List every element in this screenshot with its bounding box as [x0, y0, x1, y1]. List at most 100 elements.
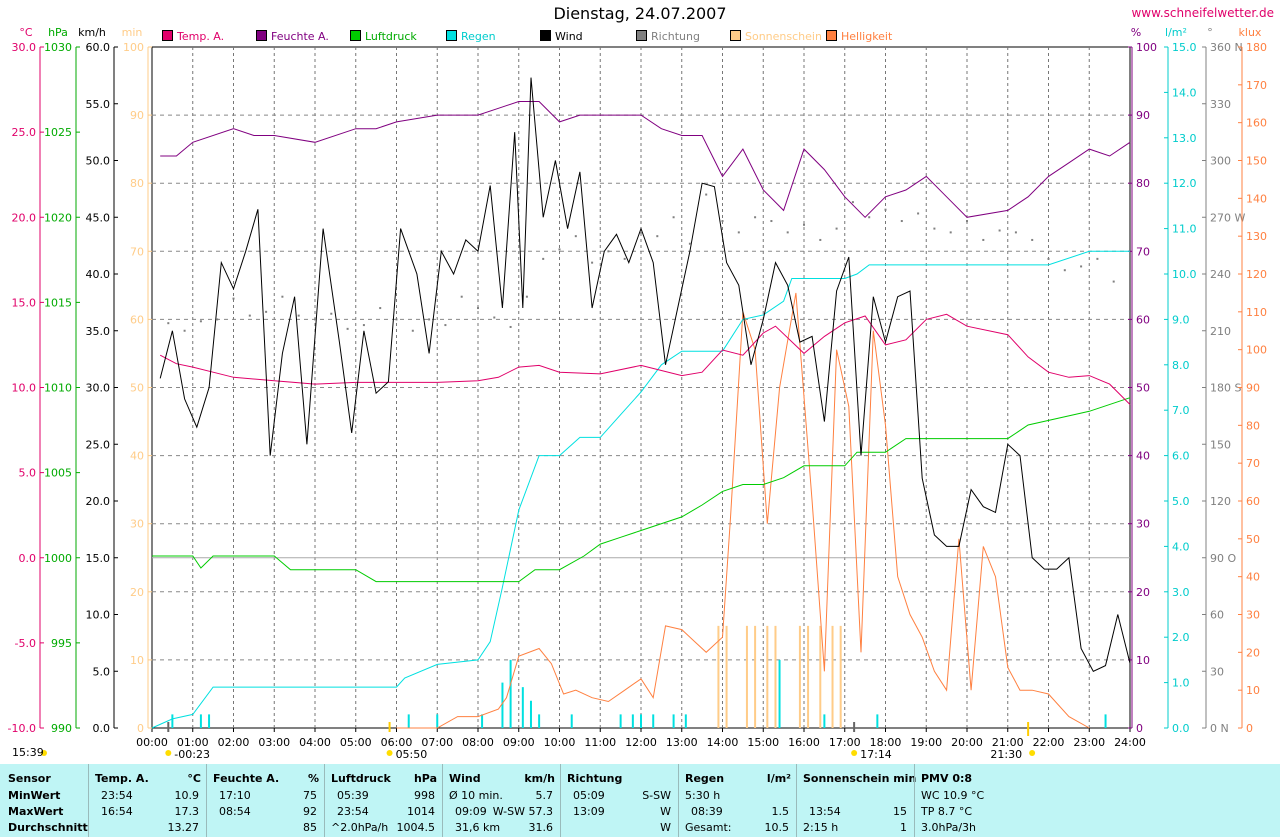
wind-axis-tick-label: 55.0 — [86, 98, 111, 111]
brightness-axis-tick-label: 110 — [1246, 306, 1267, 319]
humidity-axis-tick-label: 60 — [1136, 313, 1150, 326]
pressure-axis-tick-label: 1015 — [44, 296, 72, 309]
hdr-wind: Wind — [449, 772, 481, 785]
wind-max-val: W-SW 57.3 — [492, 805, 553, 818]
col-sunshine: Sonnenschein min 13:54 15 2:15 h 1 — [796, 764, 916, 837]
direction-point — [428, 318, 431, 321]
temp-axis-tick-label: 20.0 — [12, 211, 37, 224]
direction-point — [265, 310, 268, 313]
wind-min-time: Ø 10 min. — [449, 789, 503, 802]
hdr-temp-unit: °C — [187, 772, 201, 785]
brightness-axis-tick-label: 90 — [1246, 382, 1260, 395]
wind-axis-tick-label: 40.0 — [86, 268, 111, 281]
brightness-axis-tick-label: 180 — [1246, 41, 1267, 54]
direction-point — [998, 229, 1001, 232]
minutes-axis-tick-label: 10 — [130, 654, 144, 667]
direction-point — [982, 238, 985, 241]
direction-point — [851, 201, 854, 204]
hdr-wind-unit: km/h — [524, 772, 555, 785]
x-tick-label: 10:00 — [544, 736, 576, 749]
x-tick-label: 02:00 — [218, 736, 250, 749]
legend-item-humidity: Feuchte A. — [256, 30, 329, 43]
rain-axis-tick-label: 12.0 — [1172, 177, 1197, 190]
legend-item-wind: Wind — [540, 30, 583, 43]
press-max-time: 23:54 — [337, 805, 369, 818]
humidity-axis-tick-label: 100 — [1136, 41, 1157, 54]
rain-axis-tick-label: 1.0 — [1172, 677, 1190, 690]
direction-point — [868, 216, 871, 219]
x-tick-label: 21:00 — [992, 736, 1024, 749]
direction-axis-tick-label: 330 — [1210, 98, 1231, 111]
moonset-icon — [165, 750, 172, 756]
wind-distance: 31,6 km — [455, 821, 501, 834]
direction-point — [1014, 231, 1017, 234]
direction-point — [460, 295, 463, 298]
brightness-axis-tick-label: 70 — [1246, 457, 1260, 470]
direction-point — [933, 227, 936, 230]
rain-unit-label: l/m² — [1165, 26, 1187, 39]
row-label-avg: Durchschnitt — [8, 821, 88, 834]
rain-max-val: 1.5 — [771, 805, 790, 818]
temp-axis-tick-label: 15.0 — [12, 296, 37, 309]
temp-min-time: 23:54 — [101, 789, 133, 802]
direction-point — [770, 220, 773, 223]
minutes-axis-tick-label: 20 — [130, 586, 144, 599]
legend: Temp. A. Feuchte A. Luftdruck Regen Wind… — [0, 30, 1280, 46]
wind-max-time: 09:09 — [455, 805, 487, 818]
legend-swatch — [350, 30, 361, 41]
direction-point — [444, 324, 447, 327]
rain-axis-tick-label: 13.0 — [1172, 132, 1197, 145]
direction-point — [1129, 284, 1131, 287]
x-tick-label: 03:00 — [258, 736, 290, 749]
brightness-axis-tick-label: 100 — [1246, 344, 1267, 357]
x-tick-label: 17:00 — [829, 736, 861, 749]
x-tick-label: 18:00 — [870, 736, 902, 749]
direction-point — [509, 325, 512, 328]
x-tick-label: 00:00 — [136, 736, 168, 749]
direction-unit-label: ° — [1207, 26, 1213, 39]
humidity-axis-tick-label: 30 — [1136, 518, 1150, 531]
direction-point — [493, 316, 496, 319]
pressure-unit-label: hPa — [48, 26, 68, 39]
hdr-temp: Temp. A. — [95, 772, 149, 785]
brightness-axis-tick-label: 150 — [1246, 155, 1267, 168]
x-tick-label: 11:00 — [584, 736, 616, 749]
wind-axis-tick-label: 30.0 — [86, 382, 111, 395]
direction-point — [297, 314, 300, 317]
dir-min-time: 05:09 — [573, 789, 605, 802]
pressure-axis-tick-label: 1030 — [44, 41, 72, 54]
rain-axis-tick-label: 8.0 — [1172, 359, 1190, 372]
wind-line — [159, 77, 1131, 672]
brightness-axis-tick-label: 50 — [1246, 533, 1260, 546]
brightness-axis-tick-label: 120 — [1246, 268, 1267, 281]
wind-axis-tick-label: 10.0 — [86, 609, 111, 622]
brightness-axis-tick-label: 10 — [1246, 684, 1260, 697]
wind-min-val: 5.7 — [535, 789, 554, 802]
dir-avg-val: W — [660, 821, 671, 834]
dir-min-val: S-SW — [642, 789, 671, 802]
brightness-axis-tick-label: 60 — [1246, 495, 1260, 508]
direction-axis-tick-label: 180 S — [1210, 382, 1241, 395]
direction-point — [640, 231, 642, 234]
minutes-axis-tick-label: 40 — [130, 450, 144, 463]
col-pmv: PMV 0:8 WC 10.9 °C TP 8.7 °C 3.0hPa/3h — [914, 764, 1280, 837]
legend-item-rain: Regen — [446, 30, 496, 43]
dir-max-val: W — [660, 805, 671, 818]
legend-item-pressure: Luftdruck — [350, 30, 417, 43]
x-tick-label: 15:00 — [747, 736, 779, 749]
direction-point — [346, 327, 349, 330]
wind-axis-tick-label: 60.0 — [86, 41, 111, 54]
minutes-axis-tick-label: 80 — [130, 177, 144, 190]
rain-axis-tick-label: 15.0 — [1172, 41, 1197, 54]
direction-axis-tick-label: 120 — [1210, 495, 1231, 508]
direction-point — [884, 208, 887, 211]
x-tick-label: 22:00 — [1033, 736, 1065, 749]
direction-point — [411, 329, 414, 332]
wind-axis-tick-label: 25.0 — [86, 438, 111, 451]
temp-axis-tick-label: 10.0 — [12, 382, 37, 395]
rain-axis-tick-label: 7.0 — [1172, 404, 1190, 417]
direction-point — [786, 231, 789, 234]
direction-point — [737, 231, 740, 234]
direction-point — [199, 320, 202, 323]
site-url[interactable]: www.schneifelwetter.de — [1131, 6, 1274, 20]
